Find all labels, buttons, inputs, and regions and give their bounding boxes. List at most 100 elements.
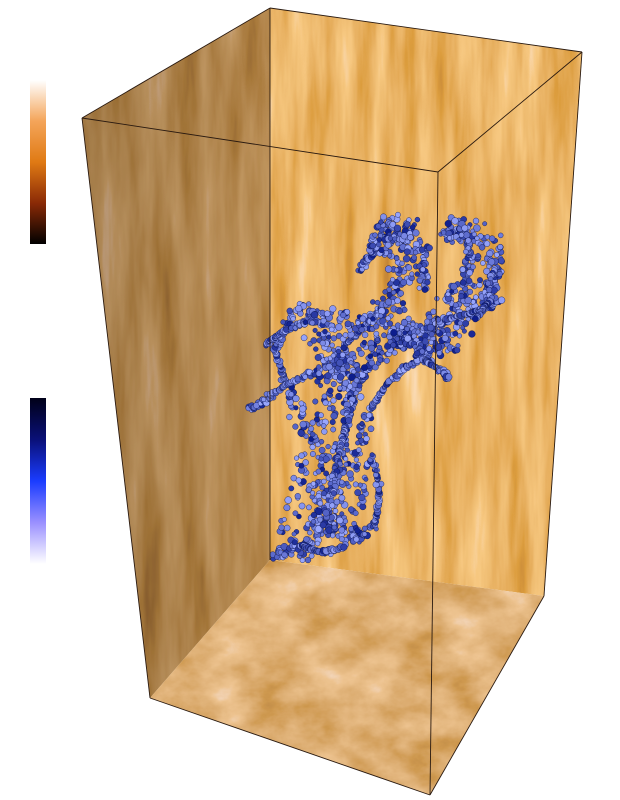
particle (299, 557, 306, 564)
particle (400, 319, 408, 327)
particle (380, 295, 386, 302)
particle (424, 318, 431, 325)
particle (399, 300, 407, 307)
particle (348, 373, 356, 381)
particle-cloud (245, 211, 506, 564)
particle (330, 397, 337, 404)
particle (346, 383, 354, 390)
particle (405, 264, 413, 271)
particle (355, 320, 361, 326)
particle (453, 346, 461, 354)
particle-colorbar (30, 398, 46, 564)
particle (321, 428, 328, 435)
particle (415, 329, 421, 335)
particle (325, 363, 333, 371)
particle (363, 476, 369, 482)
particle (475, 253, 481, 259)
particle (358, 493, 366, 502)
particle (318, 446, 326, 454)
particle (342, 518, 349, 524)
particle (395, 241, 401, 247)
particle (330, 353, 336, 359)
particle (373, 323, 380, 330)
particle (312, 327, 318, 333)
particle (353, 457, 359, 463)
particle (383, 357, 390, 364)
particle (283, 504, 291, 512)
particle (344, 363, 351, 370)
particle (497, 257, 505, 265)
particle (359, 315, 367, 323)
particle (348, 360, 354, 365)
particle (397, 290, 405, 297)
particle (319, 339, 326, 347)
particle (302, 319, 309, 325)
particle (466, 269, 474, 277)
particle (458, 232, 465, 238)
particle (359, 503, 367, 511)
particle (457, 320, 463, 326)
particle (394, 336, 400, 342)
particle (378, 307, 386, 315)
particle (411, 254, 418, 261)
particle (298, 462, 305, 469)
particle (356, 432, 363, 439)
particle (310, 511, 318, 519)
particle (326, 334, 332, 340)
particle (310, 481, 316, 487)
particle (428, 339, 434, 345)
particle (480, 260, 486, 266)
particle (446, 235, 453, 241)
particle (331, 444, 337, 450)
particle (390, 289, 397, 296)
particle (291, 531, 297, 537)
particle (338, 526, 346, 534)
particle (426, 244, 433, 252)
particle (426, 323, 435, 332)
particle (456, 333, 463, 339)
particle (378, 313, 384, 319)
particle (488, 235, 496, 242)
particle (374, 299, 381, 306)
particle (325, 444, 331, 450)
particle (329, 502, 336, 509)
particle (355, 366, 362, 373)
particle (459, 266, 466, 273)
particle (393, 279, 400, 286)
particle (474, 235, 480, 241)
particle (462, 320, 470, 327)
particle (309, 431, 316, 438)
particle (465, 277, 473, 284)
particle (353, 377, 360, 384)
particle (288, 485, 295, 492)
particle (400, 279, 408, 286)
particle (309, 444, 316, 451)
particle (303, 536, 310, 543)
particle (310, 490, 316, 496)
particle (367, 353, 374, 359)
particle (280, 319, 286, 325)
particle (486, 286, 493, 293)
particle (323, 310, 331, 317)
particle (332, 508, 339, 514)
particle (335, 348, 341, 355)
particle (308, 553, 315, 559)
particle (434, 296, 440, 302)
particle (382, 289, 388, 295)
particle (295, 477, 302, 484)
particle (338, 536, 345, 542)
particle (465, 245, 471, 251)
particle (353, 536, 360, 543)
particle (394, 267, 400, 273)
particle (330, 490, 337, 496)
particle (386, 320, 393, 327)
particle (472, 217, 480, 225)
particle (331, 524, 338, 531)
particle (405, 315, 412, 322)
particle (321, 478, 327, 485)
particle (424, 279, 431, 286)
particle (354, 527, 361, 534)
particle (326, 405, 333, 412)
